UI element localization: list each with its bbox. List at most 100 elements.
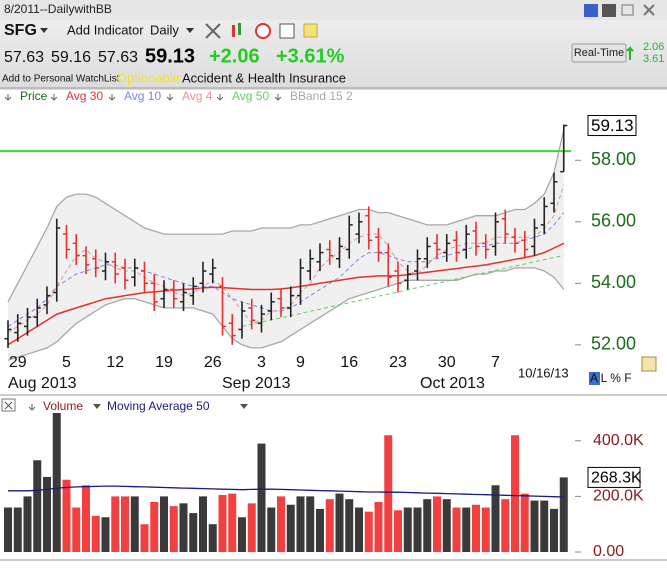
volume-bar xyxy=(179,503,188,552)
y-tick-label: 56.00 xyxy=(591,211,636,231)
x-tick-label: 7 xyxy=(491,354,500,371)
volume-bar xyxy=(413,507,422,552)
y-tick-label: 54.00 xyxy=(591,272,636,292)
volume-bar xyxy=(160,496,168,552)
volume-bar xyxy=(169,506,178,552)
x-tick-label: 5 xyxy=(62,354,71,371)
volume-bar xyxy=(130,496,139,552)
add-indicator[interactable]: Add Indicator xyxy=(67,22,144,37)
open-price: 57.63 xyxy=(4,49,44,66)
legend-entry: Price xyxy=(20,89,48,103)
close-panel-x[interactable] xyxy=(4,401,13,410)
close-button[interactable] xyxy=(643,4,655,16)
volume-bar xyxy=(72,507,81,552)
volume-bar xyxy=(452,507,461,552)
title-bar xyxy=(0,0,667,20)
legend-entry: Avg 50 xyxy=(232,89,269,103)
volume-bar xyxy=(501,499,510,552)
volume-bar xyxy=(364,511,373,552)
toolbar-highlight xyxy=(589,372,600,385)
month-label: Sep 2013 xyxy=(222,375,291,392)
volume-bar xyxy=(199,496,207,552)
moving-average xyxy=(7,184,565,333)
volume-bar xyxy=(82,485,90,552)
calc-icon[interactable] xyxy=(279,23,295,39)
legend-arrow xyxy=(4,94,12,101)
volume-bar xyxy=(111,496,120,552)
legend-entry: Moving Average 50 xyxy=(107,399,210,413)
volume-bar xyxy=(306,496,315,552)
volume-bar xyxy=(423,499,432,552)
change-pct: +3.61% xyxy=(276,45,345,67)
legend-arrow xyxy=(274,94,282,101)
volume-bar xyxy=(33,460,42,552)
candle-icon[interactable] xyxy=(238,23,241,35)
rt-change: 2.06 xyxy=(643,41,664,53)
window-title: 8/2011--DailywithBB xyxy=(4,2,112,16)
x-tick-label: 23 xyxy=(389,354,407,371)
volume-bar xyxy=(247,503,256,552)
realtime-label[interactable]: Real-Time xyxy=(574,47,624,59)
legend-arrow xyxy=(216,94,224,101)
volume-bar xyxy=(550,508,558,552)
volume-bar xyxy=(345,499,354,552)
volume-bar xyxy=(13,507,22,552)
note-icon[interactable] xyxy=(303,23,318,38)
volume-bar xyxy=(384,435,393,552)
alarm-icon[interactable] xyxy=(255,23,271,39)
x-tick-label: 9 xyxy=(296,354,305,371)
volume-bar xyxy=(325,499,334,552)
x-tick-label: 3 xyxy=(257,354,266,371)
symbol-button[interactable] xyxy=(584,4,598,17)
volume-bar xyxy=(257,443,266,552)
symbol-dropdown[interactable] xyxy=(40,28,48,33)
realtime-button[interactable] xyxy=(571,43,627,63)
volume-bar xyxy=(296,496,305,552)
volume-bar xyxy=(433,496,441,552)
x-tick-label: 30 xyxy=(438,354,456,371)
volume-bar xyxy=(286,504,295,552)
toolbar[interactable]: A L % F xyxy=(590,371,632,385)
legend-dropdown xyxy=(240,404,248,409)
up-arrow xyxy=(626,45,634,60)
last-price-label: 59.13 xyxy=(591,116,634,135)
timeframe-dropdown[interactable] xyxy=(186,28,194,33)
timeframe[interactable]: Daily xyxy=(150,22,179,37)
draw-icon[interactable] xyxy=(641,356,657,372)
last-price-box xyxy=(587,115,637,137)
x-tick-label: 29 xyxy=(9,354,27,371)
legend-entry: Avg 10 xyxy=(124,89,161,103)
volume-bar xyxy=(472,504,480,552)
legend-arrow xyxy=(50,94,58,101)
volume-bar xyxy=(228,493,237,552)
volume-bar xyxy=(491,485,500,552)
x-tick-label: 19 xyxy=(155,354,173,371)
volume-bar xyxy=(43,476,51,552)
volume-bar xyxy=(267,507,276,552)
volume-bar xyxy=(355,507,363,552)
symbol[interactable]: SFG xyxy=(4,22,37,39)
volume-bar xyxy=(101,517,110,552)
legend-entry: BBand 15 2 xyxy=(290,89,353,103)
legend-dropdown xyxy=(93,404,101,409)
volume-bar xyxy=(62,479,71,552)
low-price: 57.63 xyxy=(98,49,138,66)
volume-bar xyxy=(218,495,227,552)
x-tick-label: 12 xyxy=(106,354,124,371)
volume-bar xyxy=(238,517,246,552)
tools-icon[interactable] xyxy=(205,23,221,39)
legend-arrow xyxy=(28,404,36,411)
candle-icon[interactable] xyxy=(232,25,235,37)
last-volume-label: 268.3K xyxy=(591,470,642,487)
tv-button[interactable] xyxy=(602,4,616,17)
month-label: Oct 2013 xyxy=(420,375,485,392)
volume-bar xyxy=(23,496,32,552)
legend-entry: Avg 4 xyxy=(182,89,213,103)
volume-bar xyxy=(208,524,217,552)
watchlist-link[interactable]: Add to Personal WatchList xyxy=(2,74,120,85)
volume-bar xyxy=(481,507,490,552)
restore-button[interactable] xyxy=(621,4,634,16)
last-price: 59.13 xyxy=(145,45,195,67)
